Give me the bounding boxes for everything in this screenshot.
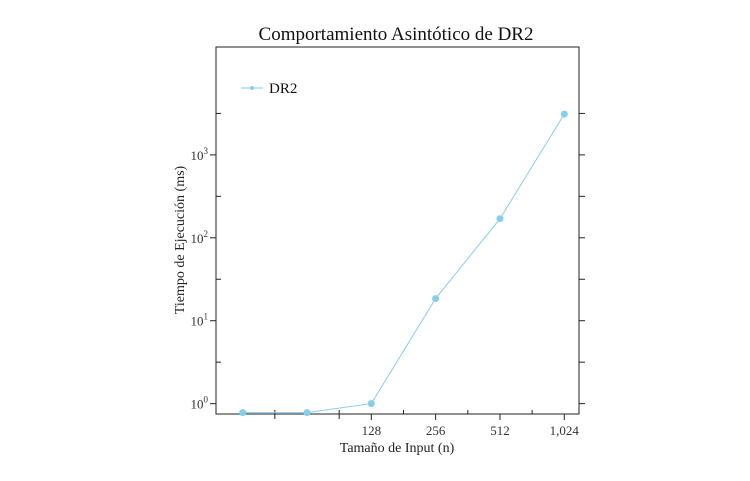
chart-title: Comportamiento Asintótico de DR2 bbox=[259, 24, 534, 45]
legend: DR2 bbox=[241, 81, 297, 97]
y-axis-label: Tiempo de Ejecución (ms) bbox=[173, 165, 188, 314]
x-tick-label: 512 bbox=[490, 423, 510, 438]
data-point bbox=[432, 295, 440, 303]
data-point bbox=[367, 400, 375, 408]
data-point bbox=[239, 409, 247, 417]
x-minor-ticks bbox=[274, 410, 533, 419]
data-point bbox=[303, 409, 311, 417]
y-tick-label: 100 bbox=[191, 395, 209, 412]
x-tick-label: 1,024 bbox=[550, 423, 580, 438]
x-axis-label: Tamaño de Input (n) bbox=[340, 441, 455, 456]
series-line-dr2 bbox=[242, 113, 565, 414]
y-axis-ticks: 100 101 102 103 bbox=[191, 146, 585, 412]
y-tick-label: 102 bbox=[191, 229, 209, 246]
x-axis-ticks: 128 256 512 1,024 bbox=[362, 414, 580, 438]
y-tick-label: 101 bbox=[191, 312, 209, 329]
data-point bbox=[560, 110, 568, 118]
y-minor-ticks bbox=[216, 112, 585, 363]
x-tick-label: 128 bbox=[362, 423, 382, 438]
plot-frame bbox=[215, 46, 580, 415]
series-layer bbox=[239, 110, 568, 417]
data-point bbox=[496, 215, 504, 223]
legend-label-dr2: DR2 bbox=[269, 81, 297, 97]
x-tick-label: 256 bbox=[426, 423, 446, 438]
legend-marker bbox=[250, 86, 254, 90]
y-tick-label: 103 bbox=[191, 146, 209, 163]
